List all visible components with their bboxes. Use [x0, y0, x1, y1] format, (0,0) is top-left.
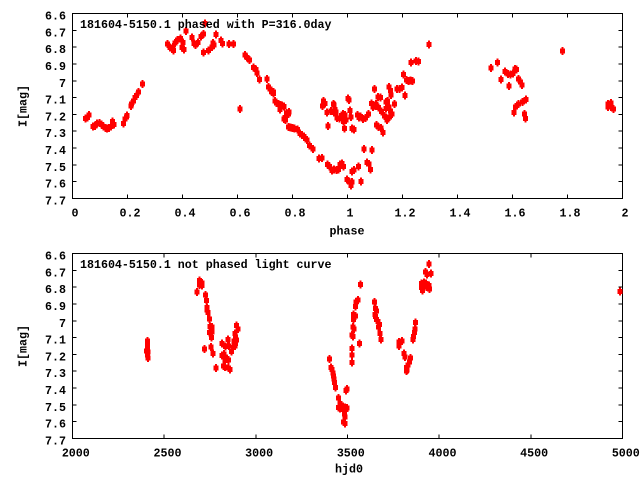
svg-text:2500: 2500 [153, 447, 181, 460]
svg-text:6.7: 6.7 [45, 267, 66, 280]
svg-text:7.1: 7.1 [45, 335, 66, 348]
svg-text:7.3: 7.3 [45, 368, 66, 381]
svg-text:7.6: 7.6 [45, 419, 66, 432]
svg-text:0.4: 0.4 [175, 207, 196, 220]
svg-text:7: 7 [59, 318, 66, 331]
svg-text:6.8: 6.8 [45, 284, 66, 297]
svg-text:181604-5150.1 not phased light: 181604-5150.1 not phased light curve [80, 259, 331, 272]
svg-text:I[mag]: I[mag] [18, 85, 31, 127]
svg-text:181604-5150.1 phased with P=31: 181604-5150.1 phased with P=316.0day [80, 19, 331, 32]
svg-text:7.6: 7.6 [45, 179, 66, 192]
svg-text:4500: 4500 [520, 447, 548, 460]
svg-text:6.7: 6.7 [45, 27, 66, 40]
svg-text:hjd0: hjd0 [335, 463, 363, 476]
svg-text:6.9: 6.9 [45, 301, 66, 314]
svg-text:7: 7 [59, 78, 66, 91]
svg-text:3000: 3000 [245, 447, 273, 460]
svg-text:0.6: 0.6 [230, 207, 251, 220]
svg-text:7.5: 7.5 [45, 162, 66, 175]
svg-text:6.8: 6.8 [45, 44, 66, 57]
svg-text:6.9: 6.9 [45, 61, 66, 74]
svg-text:phase: phase [330, 225, 365, 238]
svg-text:0.8: 0.8 [285, 207, 306, 220]
svg-text:5000: 5000 [612, 447, 640, 460]
svg-text:2: 2 [622, 207, 629, 220]
svg-text:7.2: 7.2 [45, 351, 66, 364]
svg-text:7.4: 7.4 [45, 145, 66, 158]
svg-text:1.8: 1.8 [560, 207, 581, 220]
svg-text:4000: 4000 [428, 447, 456, 460]
svg-text:7.1: 7.1 [45, 95, 66, 108]
svg-text:3500: 3500 [337, 447, 365, 460]
svg-text:1.4: 1.4 [450, 207, 471, 220]
svg-text:7.4: 7.4 [45, 385, 66, 398]
svg-text:7.3: 7.3 [45, 128, 66, 141]
svg-text:1: 1 [347, 207, 354, 220]
svg-text:1.6: 1.6 [505, 207, 526, 220]
svg-text:0: 0 [72, 207, 79, 220]
svg-text:6.6: 6.6 [45, 251, 66, 264]
svg-text:0.2: 0.2 [120, 207, 141, 220]
svg-text:7.7: 7.7 [45, 196, 66, 209]
svg-text:I[mag]: I[mag] [18, 325, 31, 367]
svg-text:1.2: 1.2 [395, 207, 416, 220]
svg-text:2000: 2000 [62, 447, 90, 460]
svg-text:7.7: 7.7 [45, 436, 66, 449]
svg-text:7.5: 7.5 [45, 402, 66, 415]
svg-text:6.6: 6.6 [45, 11, 66, 24]
svg-text:7.2: 7.2 [45, 111, 66, 124]
